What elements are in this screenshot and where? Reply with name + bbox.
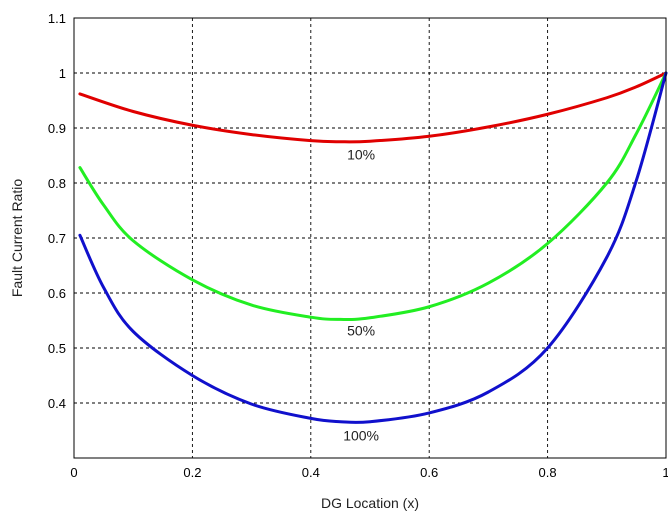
grid [74,18,666,458]
x-tick-label: 0.6 [420,465,438,480]
y-axis-label: Fault Current Ratio [9,179,25,297]
x-axis-label: DG Location (x) [321,495,419,511]
x-tick-label: 0 [70,465,77,480]
x-tick-label: 1 [662,465,668,480]
series-label-10-percent: 10% [347,146,375,162]
x-tick-label: 0.8 [539,465,557,480]
plot-frame [73,17,667,459]
y-tick-label: 0.4 [48,396,66,411]
y-tick-label: 0.6 [48,286,66,301]
x-tick-labels: 0 0.2 0.4 0.6 0.8 1 [70,465,668,480]
series-line-10-percent [78,71,668,144]
y-tick-label: 1 [59,66,66,81]
y-tick-label: 0.8 [48,176,66,191]
series-label-50-percent: 50% [347,322,375,338]
x-tick-label: 0.2 [183,465,201,480]
y-tick-label: 0.5 [48,341,66,356]
series-line-50-percent [78,71,668,321]
y-tick-label: 0.9 [48,121,66,136]
series-label-100-percent: 100% [343,427,379,443]
series-line-100-percent [78,71,668,424]
series-labels: 10% 50% 100% [343,146,379,443]
y-tick-labels: 0.4 0.5 0.6 0.7 0.8 0.9 1 1.1 [48,11,66,411]
y-tick-label: 0.7 [48,231,66,246]
y-tick-label: 1.1 [48,11,66,26]
series-layer [78,71,668,424]
x-tick-label: 0.4 [302,465,320,480]
